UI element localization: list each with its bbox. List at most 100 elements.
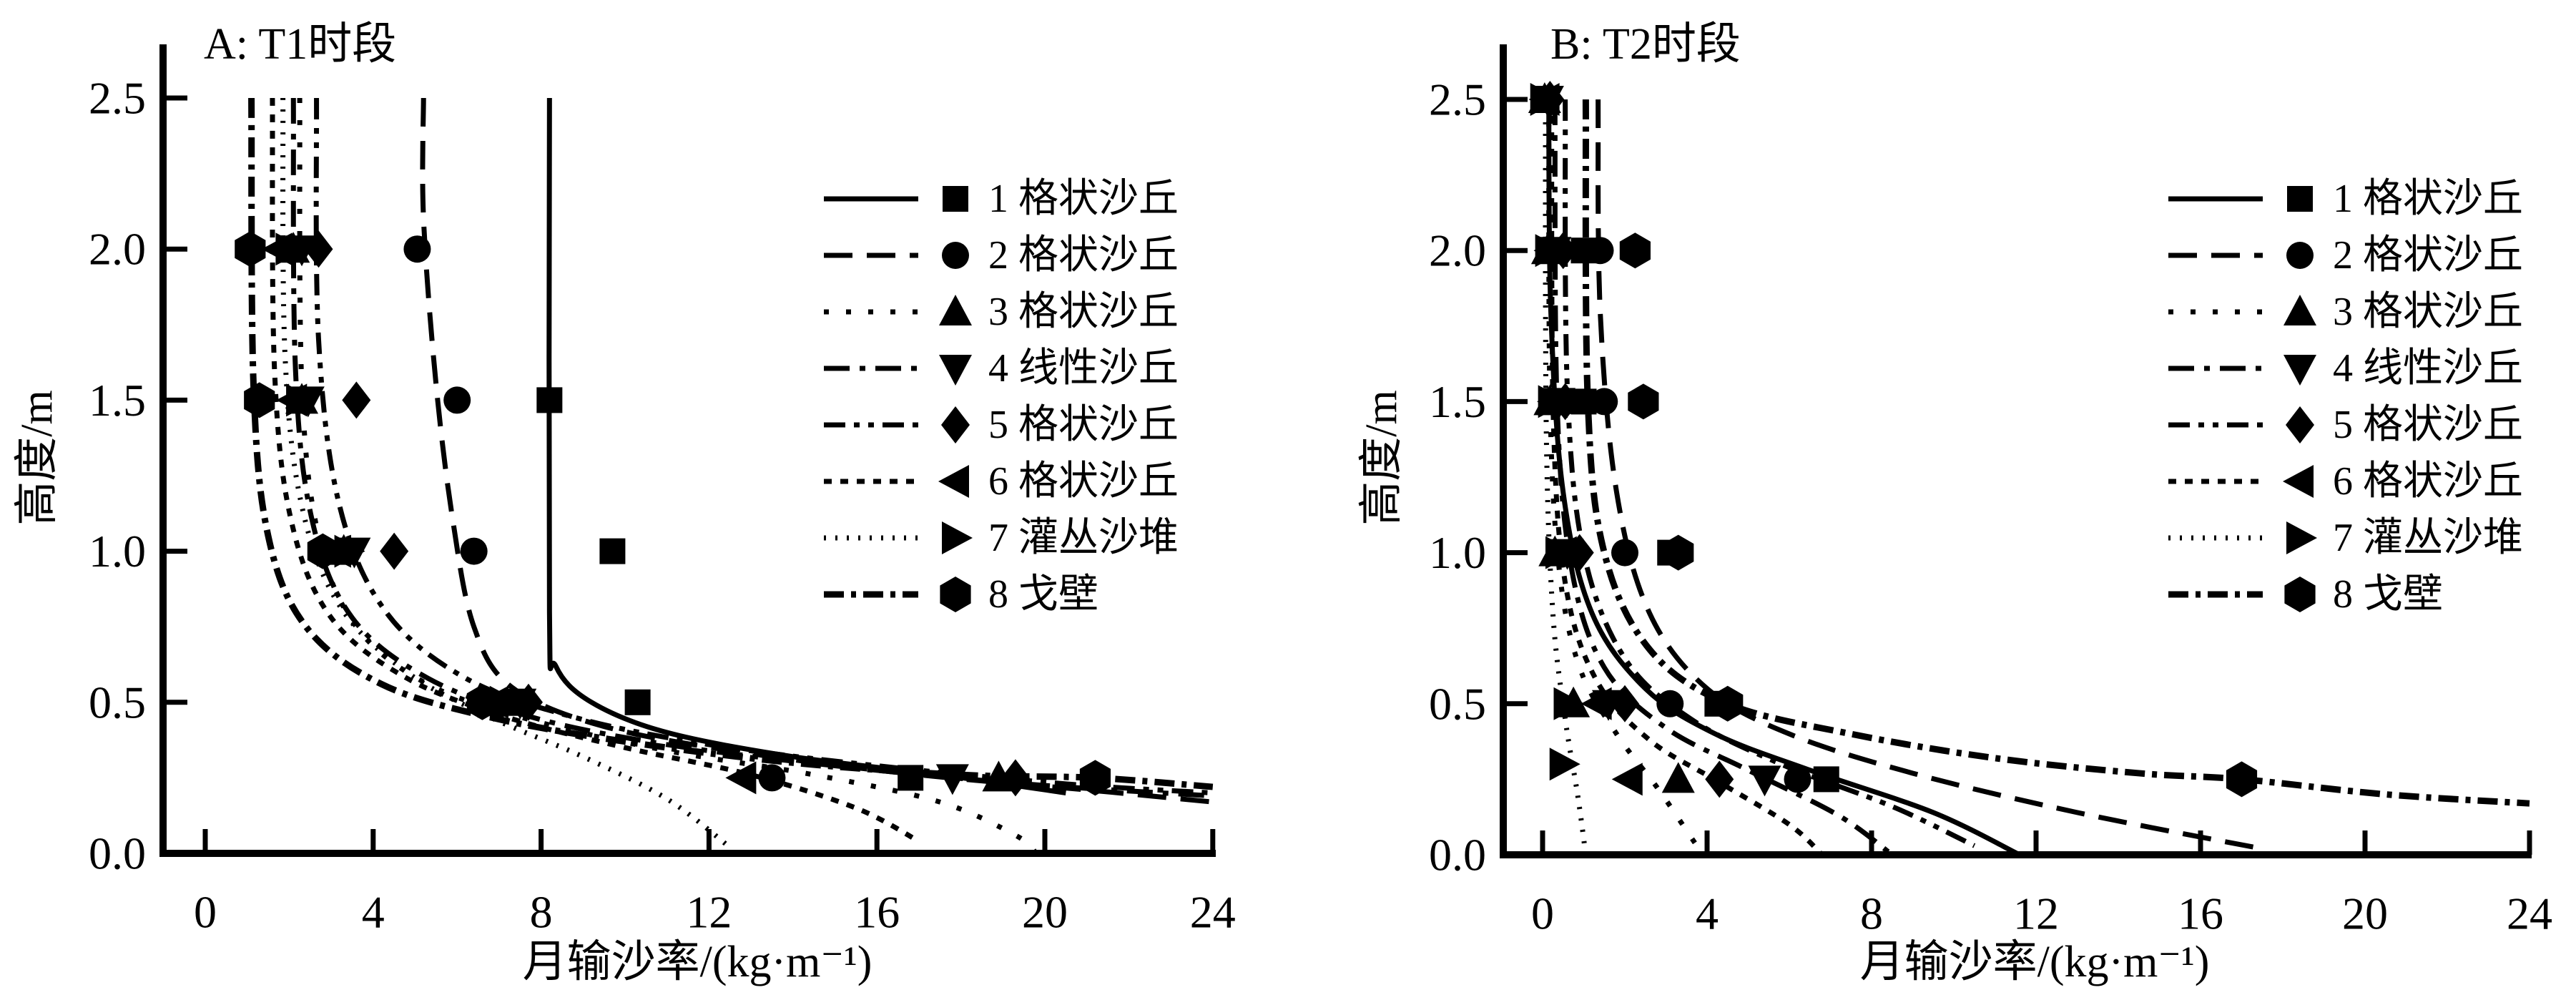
x-tick-label: 8 — [1860, 888, 1883, 939]
circle-marker — [942, 242, 969, 269]
y-axis-label: 高度/m — [13, 390, 62, 525]
hexagon-marker — [244, 382, 275, 418]
hexagon-marker — [940, 577, 971, 612]
y-tick-label: 0.0 — [89, 828, 146, 879]
legend-label: 2 格状沙丘 — [2333, 233, 2523, 278]
y-tick-label: 0.5 — [89, 677, 146, 727]
x-tick-label: 20 — [1022, 887, 1068, 938]
triangle-left-marker — [1611, 763, 1643, 796]
legend-label: 8 戈壁 — [2333, 572, 2443, 617]
legend: 1 格状沙丘 2 格状沙丘 3 格状沙丘 4 线性沙丘 5 格状沙丘 6 格状沙丘 7 灌丛… — [2168, 177, 2523, 617]
chart-title: A: T1时段 — [204, 20, 396, 69]
legend-label: 8 戈壁 — [988, 572, 1098, 617]
circle-marker — [460, 537, 488, 565]
square-marker — [2287, 186, 2313, 212]
triangle-right-marker — [275, 232, 307, 266]
chart-b: 0 4 8 12 16 20 24 0.0 0.5 1.0 1.5 2.0 2.5 月输沙率/(kg·m⁻… — [1357, 20, 2552, 986]
triangle-right-marker — [334, 534, 365, 568]
y-tick-label: 1.5 — [1429, 376, 1486, 427]
circle-marker — [403, 235, 431, 263]
circle-marker — [1784, 765, 1811, 793]
triangle-left-marker — [2283, 465, 2314, 498]
triangle-right-marker — [1530, 83, 1561, 116]
square-marker — [943, 186, 968, 212]
legend-label: 6 格状沙丘 — [2333, 459, 2523, 504]
triangle-down-marker — [2284, 355, 2316, 386]
triangle-left-marker — [725, 761, 757, 795]
diamond-marker — [1001, 759, 1030, 797]
y-tick-label: 1.5 — [89, 375, 146, 426]
legend: 1 格状沙丘 2 格状沙丘 3 格状沙丘 4 线性沙丘 5 格状沙丘 6 格状沙丘 7 灌丛… — [824, 177, 1179, 617]
y-tick-label: 2.5 — [1429, 74, 1486, 125]
series-curve — [1596, 99, 2263, 851]
legend-label: 3 格状沙丘 — [988, 290, 1179, 334]
series-curve — [297, 97, 1038, 856]
square-marker — [898, 765, 924, 791]
legend-label: 4 线性沙丘 — [988, 346, 1179, 391]
triangle-down-marker — [1748, 765, 1781, 797]
triangle-left-marker — [1580, 687, 1612, 720]
x-tick-label: 16 — [2178, 888, 2223, 939]
x-tick-label: 4 — [362, 887, 385, 938]
y-tick-label: 1.0 — [89, 526, 146, 577]
diamond-marker — [2286, 406, 2314, 443]
legend-label: 5 格状沙丘 — [2333, 403, 2523, 447]
y-tick-label: 2.5 — [89, 73, 146, 124]
y-tick-label: 1.0 — [1429, 527, 1486, 578]
legend-label: 2 格状沙丘 — [988, 233, 1179, 278]
hexagon-marker — [1619, 232, 1651, 269]
circle-marker — [443, 386, 471, 414]
hexagon-marker — [1079, 760, 1111, 796]
circle-marker — [1586, 237, 1614, 265]
triangle-up-marker — [1661, 762, 1695, 793]
legend-label: 1 格状沙丘 — [988, 177, 1179, 221]
diamond-marker — [1705, 760, 1734, 798]
series-curve — [1563, 99, 1976, 848]
hexagon-marker — [307, 533, 338, 569]
x-tick-label: 16 — [854, 887, 900, 938]
x-axis-label: 月输沙率/(kg·m⁻¹) — [523, 938, 872, 986]
triangle-down-marker — [939, 355, 972, 386]
circle-marker — [1611, 539, 1638, 567]
hexagon-marker — [466, 684, 498, 720]
x-tick-label: 0 — [194, 887, 217, 938]
legend-label: 1 格状沙丘 — [2333, 177, 2523, 221]
triangle-right-marker — [2286, 521, 2317, 554]
series-curve — [1543, 99, 1588, 856]
diamond-marker — [941, 406, 970, 443]
x-tick-label: 8 — [530, 887, 553, 938]
triangle-up-marker — [939, 295, 972, 325]
y-tick-label: 0.5 — [1429, 678, 1486, 729]
hexagon-marker — [1712, 685, 1744, 722]
square-marker — [599, 538, 626, 564]
series-curve — [1546, 99, 1706, 856]
diamond-marker — [342, 381, 371, 419]
axes-spines — [159, 44, 1216, 857]
legend-label: 5 格状沙丘 — [988, 403, 1179, 447]
x-tick-label: 12 — [2013, 888, 2059, 939]
hexagon-marker — [1663, 534, 1694, 571]
square-marker — [624, 689, 651, 715]
x-tick-label: 20 — [2342, 888, 2388, 939]
hexagon-marker — [1628, 383, 1659, 420]
y-tick-label: 2.0 — [89, 224, 146, 275]
circle-marker — [1591, 388, 1618, 416]
axes-spines — [1500, 44, 2532, 858]
hexagon-marker — [2284, 577, 2316, 612]
legend-label: 6 格状沙丘 — [988, 459, 1179, 504]
triangle-right-marker — [1535, 234, 1566, 268]
y-tick-label: 2.0 — [1429, 225, 1486, 276]
triangle-right-marker — [1549, 748, 1580, 781]
y-axis-label: 高度/m — [1357, 390, 1406, 525]
legend-label: 4 线性沙丘 — [2333, 346, 2523, 391]
legend-label: 7 灌丛沙堆 — [2333, 516, 2523, 560]
x-tick-label: 12 — [686, 887, 732, 938]
hexagon-marker — [2226, 761, 2258, 798]
series-curve — [1582, 99, 2530, 807]
triangle-left-marker — [938, 465, 969, 498]
diamond-marker — [304, 230, 333, 268]
x-axis-label: 月输沙率/(kg·m⁻¹) — [1860, 938, 2210, 986]
triangle-up-marker — [2284, 295, 2316, 325]
y-tick-label: 0.0 — [1429, 830, 1486, 881]
